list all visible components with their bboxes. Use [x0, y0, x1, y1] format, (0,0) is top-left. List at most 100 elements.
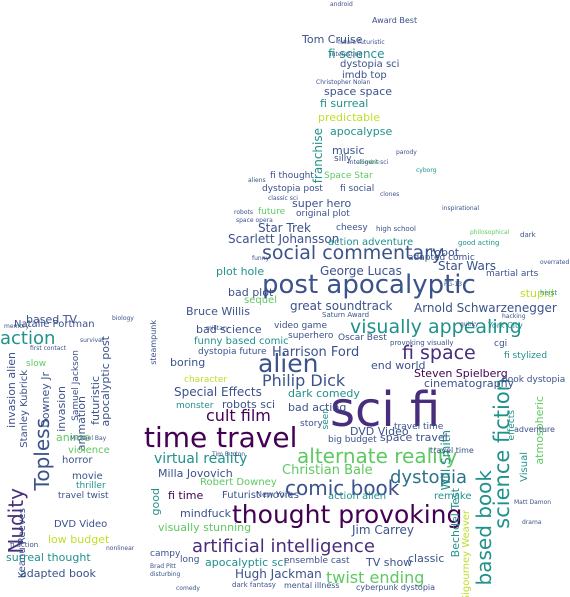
word-visual: Visual [519, 452, 530, 482]
word-campy: campy [150, 549, 181, 559]
word-virtual-reality: virtual reality [154, 451, 248, 467]
word-dvd-video2: DVD Video [54, 519, 108, 530]
word-fi-action: fi action [10, 541, 39, 549]
word-music: music [332, 144, 365, 157]
word-robots: robots [234, 209, 253, 216]
word-original-plot: original plot [296, 209, 350, 219]
word-philip-dick: Philip Dick [262, 371, 346, 390]
word-drama: drama [522, 519, 542, 526]
word-natalie-portman: Natalie Portman [14, 319, 95, 330]
word-adapted-comic: adapted comic [408, 253, 475, 263]
word-pg13: PG-13 [444, 281, 463, 288]
word-end-world: end world [371, 359, 426, 372]
word-space-star: Space Star [324, 171, 373, 181]
word-ensemble-cast: ensemble cast [284, 556, 350, 566]
word-jim-carrey: Jim Carrey [352, 523, 414, 537]
word-biology: biology [112, 315, 134, 322]
word-robots-sci: robots sci [222, 398, 276, 411]
word-alien: alien [258, 349, 319, 378]
word-time-travel: time travel [144, 421, 298, 454]
word-new-york: New York [256, 490, 293, 499]
word-predictable: predictable [318, 111, 380, 124]
word-travel-time: travel time [394, 422, 444, 432]
word-adapted-book: adapted book [20, 567, 96, 580]
word-thought-provoking: thought provoking [232, 500, 463, 529]
word-provoking-visually: provoking visually [390, 339, 454, 347]
word-cyborg: cyborg [416, 167, 437, 174]
word-good-acting: good acting [458, 239, 500, 247]
word-funny: funny [252, 255, 270, 262]
word-thriller: thriller [76, 481, 106, 491]
word-bruce-willis: Bruce Willis [186, 305, 250, 318]
word-anime: anime [56, 431, 91, 444]
word-invasion: invasion [55, 386, 68, 432]
word-martial-arts: martial arts [486, 269, 539, 279]
word-mindfuck: mindfuck [180, 507, 231, 520]
word-space-space: space space [324, 85, 393, 98]
word-slow: slow [26, 359, 47, 369]
word-alternate-reality: alternate reality [297, 444, 458, 468]
word-apocalyptic-post: apocalyptic post [99, 336, 112, 427]
word-first-contact: first contact [30, 345, 67, 352]
word-travel-time2: travel time [430, 446, 474, 455]
word-heist: heist [540, 289, 558, 297]
word-sigourney-weaver: Sigourney Weaver [461, 510, 472, 597]
word-artificial-intelligence: artificial intelligence [192, 536, 375, 557]
word-high-school: high school [376, 225, 416, 233]
word-book-dystopia: book dystopia [502, 375, 566, 385]
word-android: android [330, 1, 353, 8]
word-inspirational: inspirational [442, 205, 480, 212]
word-bad-science: bad science [196, 323, 262, 336]
word-cinematography: cinematography [424, 377, 515, 390]
word-matt-damon: Matt Damon [514, 499, 552, 506]
word-fi-thought: fi thought [270, 171, 314, 181]
word-scarlett-johansson: Scarlett Johansson [228, 232, 340, 246]
word-based-tv: based TV [26, 313, 77, 326]
word-big-budget: big budget [328, 435, 377, 445]
word-parody: parody [396, 149, 417, 156]
word-disturbing: disturbing [150, 571, 181, 578]
word-apocalyptic-sci: apocalyptic sci [205, 556, 287, 569]
word-future: future [258, 207, 286, 217]
word-dvd-video: DVD Video [350, 425, 409, 438]
word-downey-jr: Downey Jr [39, 372, 52, 428]
word-hacking: hacking [502, 313, 526, 320]
word-dark-fantasy: dark fantasy [232, 581, 276, 589]
word-horror: horror [62, 455, 93, 466]
word-comic-book: comic book [285, 476, 400, 500]
word-dystopia: dystopia [390, 467, 467, 488]
word-plot-hole: plot hole [216, 265, 265, 278]
word-character: character [184, 375, 228, 385]
word-nonlinear: nonlinear [106, 545, 135, 552]
word-hugh-jackman: Hugh Jackman [235, 567, 322, 581]
word-dark-comedy: dark comedy [288, 387, 360, 400]
word-low-budget: low budget [48, 533, 110, 546]
word-stanley-kubrick: Stanley Kubrick [19, 370, 30, 448]
word-dark: dark [520, 231, 536, 239]
word-space-travel: space travel [380, 431, 448, 444]
word-quirky: quirky [460, 321, 479, 328]
word-sequel: sequel [244, 295, 277, 306]
word-star-wars: Star Wars [438, 259, 497, 273]
word-bad-plot: bad plot [228, 286, 274, 299]
word-cult-film: cult film [206, 406, 271, 425]
word-harrison-ford: Harrison Ford [272, 345, 360, 360]
word-space-opera: space opera [236, 217, 273, 224]
word-fi-stylized: fi stylized [504, 351, 548, 361]
word-action-adventure: action adventure [328, 237, 414, 248]
word-award-best: Award Best [372, 16, 418, 25]
word-superhero: superhero [288, 331, 334, 341]
word-post-apocalyptic: post apocalyptic [262, 270, 476, 300]
word-social-commentary: social commentary [262, 242, 444, 264]
word-tom-cruise: Tom Cruise [302, 33, 363, 46]
word-action-alien: action alien [328, 491, 387, 502]
word-fi-social: fi social [340, 184, 375, 194]
word-boring: boring [170, 356, 206, 369]
word-monster: monster [176, 401, 214, 411]
word-good: good [149, 488, 162, 516]
word-tim-burton: Tim Burton [212, 451, 246, 458]
word-remake: remake [434, 491, 472, 502]
word-robot: robot [430, 246, 460, 259]
word-brad-pitt: Brad Pitt [150, 563, 176, 570]
word-great-soundtrack: great soundtrack [290, 299, 393, 313]
